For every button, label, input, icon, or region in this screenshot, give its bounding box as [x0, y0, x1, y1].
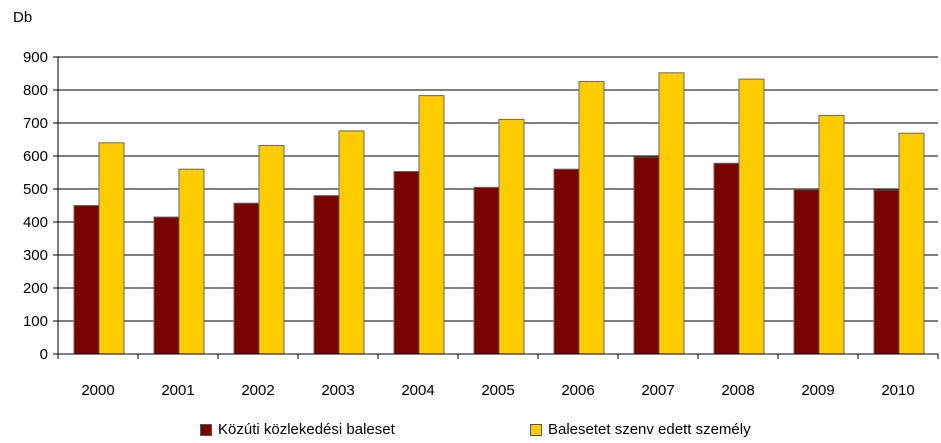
bars — [73, 72, 925, 355]
bar-series-2-2010 — [898, 132, 925, 355]
bar-series-1-2000 — [73, 205, 100, 355]
x-tick-label-2000: 2000 — [81, 382, 114, 399]
bar-series-1-2009 — [793, 189, 820, 355]
y-tick-label-200: 200 — [23, 280, 48, 297]
bar-chart: Db 0 100 200 300 400 500 600 700 800 900 2000 2001… — [13, 9, 939, 399]
bar-series-2-2002 — [258, 144, 285, 355]
bar-series-2-2003 — [338, 130, 365, 355]
x-tick-label-2009: 2009 — [801, 382, 834, 399]
bar-series-2-2005 — [498, 118, 525, 355]
y-tick-label-300: 300 — [23, 247, 48, 264]
bar-series-1-2002 — [233, 202, 260, 355]
x-tick-label-2004: 2004 — [401, 382, 434, 399]
bar-series-1-2005 — [473, 186, 500, 355]
bar-series-2-2007 — [658, 72, 685, 355]
bar-series-2-2008 — [738, 78, 765, 355]
y-axis-unit-label: Db — [13, 9, 32, 26]
y-tick-label-900: 900 — [23, 49, 48, 66]
x-tick-label-2008: 2008 — [721, 382, 754, 399]
bar-series-2-2004 — [418, 95, 445, 355]
x-tick-label-2005: 2005 — [481, 382, 514, 399]
legend-label-series-1: Közúti közlekedési baleset — [218, 421, 395, 438]
x-tick-label-2010: 2010 — [881, 382, 914, 399]
legend-label-series-2: Balesetet szenv edett személy — [548, 421, 751, 438]
legend-swatch-series-2 — [530, 423, 542, 436]
x-axis-ticks: 2000 2001 2002 2003 2004 2005 2006 2007 2008 2009… — [57, 354, 939, 399]
bar-series-2-2009 — [818, 114, 845, 355]
x-tick-label-2001: 2001 — [161, 382, 194, 399]
legend-swatch-series-1 — [200, 423, 212, 436]
y-tick-label-500: 500 — [23, 181, 48, 198]
bar-series-1-2010 — [873, 189, 900, 355]
y-tick-label-0: 0 — [40, 346, 48, 363]
legend-item-series-1: Közúti közlekedési baleset — [200, 421, 395, 438]
legend-item-series-2: Balesetet szenv edett személy — [530, 421, 751, 438]
y-tick-label-600: 600 — [23, 148, 48, 165]
legend: Közúti közlekedési baleset Balesetet sze… — [0, 421, 941, 443]
x-tick-label-2002: 2002 — [241, 382, 274, 399]
y-tick-label-700: 700 — [23, 115, 48, 132]
y-tick-label-100: 100 — [23, 313, 48, 330]
bar-series-1-2003 — [313, 195, 340, 355]
bar-series-1-2008 — [713, 162, 740, 355]
x-tick-label-2003: 2003 — [321, 382, 354, 399]
bar-series-2-2006 — [578, 80, 605, 355]
bar-series-2-2001 — [178, 168, 205, 355]
bar-series-1-2001 — [153, 216, 180, 355]
y-tick-label-400: 400 — [23, 214, 48, 231]
x-tick-label-2006: 2006 — [561, 382, 594, 399]
y-axis-ticks: 0 100 200 300 400 500 600 700 800 900 — [23, 49, 58, 363]
bar-series-1-2007 — [633, 156, 660, 355]
bar-series-2-2000 — [98, 142, 125, 355]
bar-series-1-2004 — [393, 171, 420, 355]
bar-series-1-2006 — [553, 168, 580, 355]
x-tick-label-2007: 2007 — [641, 382, 674, 399]
y-tick-label-800: 800 — [23, 82, 48, 99]
